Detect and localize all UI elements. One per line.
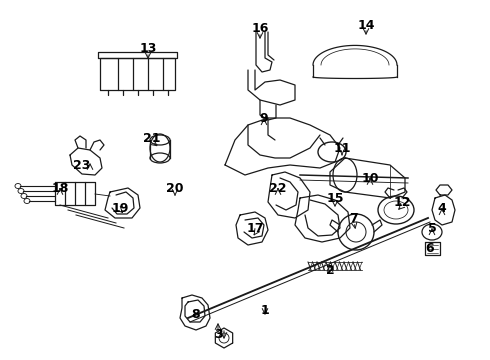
Text: 6: 6 bbox=[426, 242, 434, 255]
Text: 4: 4 bbox=[438, 202, 446, 215]
Text: 18: 18 bbox=[51, 181, 69, 194]
Text: 7: 7 bbox=[348, 212, 357, 225]
Text: 11: 11 bbox=[333, 141, 351, 154]
Text: 23: 23 bbox=[74, 158, 91, 171]
Text: 5: 5 bbox=[428, 221, 437, 234]
Text: 13: 13 bbox=[139, 41, 157, 54]
Text: 12: 12 bbox=[393, 195, 411, 208]
Text: 1: 1 bbox=[261, 303, 270, 316]
Text: 17: 17 bbox=[246, 221, 264, 234]
Text: 2: 2 bbox=[326, 264, 334, 276]
Text: 14: 14 bbox=[357, 18, 375, 32]
Text: 10: 10 bbox=[361, 171, 379, 185]
Text: 22: 22 bbox=[269, 181, 287, 194]
Text: 19: 19 bbox=[111, 202, 129, 215]
Text: 20: 20 bbox=[166, 181, 184, 194]
Text: 8: 8 bbox=[192, 309, 200, 321]
Text: 9: 9 bbox=[260, 112, 269, 125]
Text: 21: 21 bbox=[143, 131, 161, 144]
Text: 15: 15 bbox=[326, 192, 344, 204]
Text: 3: 3 bbox=[214, 328, 222, 342]
Text: 16: 16 bbox=[251, 22, 269, 35]
